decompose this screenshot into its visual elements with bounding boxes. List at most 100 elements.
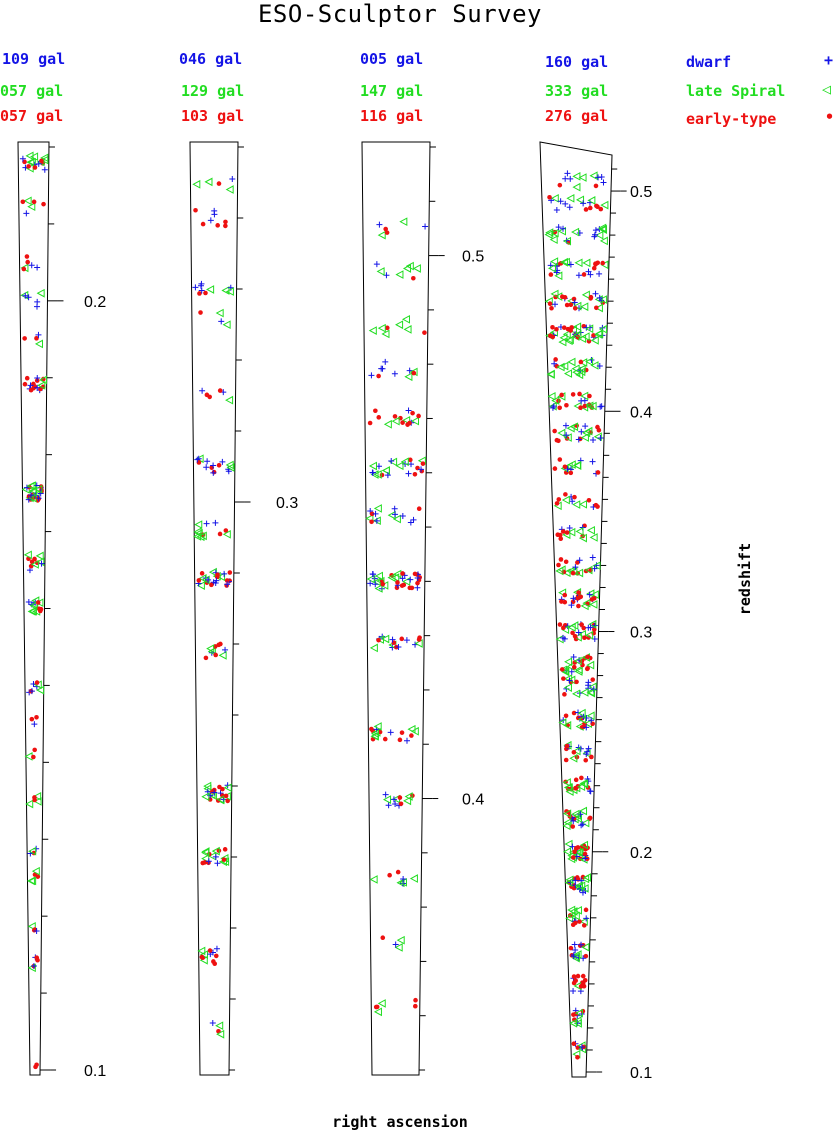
early-type-marker	[583, 757, 589, 763]
dwarf-marker	[549, 404, 556, 411]
dwarf-marker	[581, 397, 588, 404]
tick-label-panel3: 0.5	[462, 249, 484, 266]
early-type-marker	[369, 519, 374, 525]
early-type-marker	[556, 562, 561, 568]
dwarf-marker	[407, 519, 414, 526]
dwarf-marker	[213, 577, 220, 584]
early-type-marker	[34, 1062, 39, 1068]
late-spiral-marker	[373, 504, 382, 513]
early-type-marker	[221, 857, 227, 862]
late-spiral-marker	[389, 457, 398, 467]
late-spiral-marker	[598, 223, 607, 233]
late-spiral-marker	[547, 391, 556, 401]
early-type-marker	[591, 595, 597, 601]
late-spiral-marker	[595, 230, 604, 240]
early-type-marker	[578, 405, 583, 411]
late-spiral-marker	[373, 722, 382, 731]
late-spiral-marker	[396, 935, 405, 945]
early-type-marker	[35, 957, 40, 963]
late-spiral-marker	[592, 561, 601, 571]
dwarf-marker	[392, 801, 399, 808]
late-spiral-marker	[584, 565, 593, 575]
early-type-marker	[223, 219, 228, 225]
late-spiral-marker	[395, 270, 404, 279]
late-spiral-marker	[560, 361, 569, 371]
early-type-marker	[383, 226, 388, 232]
dwarf-marker	[590, 686, 597, 693]
early-type-marker	[572, 849, 577, 855]
early-type-marker	[422, 330, 427, 335]
dwarf-marker	[585, 679, 592, 686]
late-spiral-marker	[34, 484, 43, 494]
early-type-marker	[580, 1008, 586, 1014]
panel4-late-spiral-count: 333 gal	[545, 82, 609, 100]
x-axis-label: right ascension	[332, 1113, 468, 1131]
early-type-marker	[562, 599, 568, 605]
legend-late-spiral-marker: ◁	[822, 80, 832, 98]
late-spiral-marker	[215, 1021, 224, 1031]
early-type-marker	[394, 585, 400, 591]
early-type-marker	[595, 504, 600, 509]
early-type-marker	[568, 470, 574, 476]
early-type-marker	[227, 570, 233, 575]
late-spiral-marker	[562, 778, 571, 787]
early-type-marker	[197, 291, 202, 296]
late-spiral-marker	[594, 303, 603, 313]
dwarf-marker	[559, 634, 566, 641]
late-spiral-marker	[28, 846, 37, 856]
early-type-marker	[580, 973, 586, 979]
late-spiral-marker	[215, 308, 224, 318]
early-type-marker	[598, 206, 604, 212]
late-spiral-marker	[563, 783, 572, 792]
dwarf-marker	[595, 174, 602, 181]
dwarf-marker	[586, 787, 593, 794]
early-type-marker	[420, 461, 426, 466]
wedge-outline-panel2	[189, 141, 239, 1076]
legend-early-type-label: early-type	[686, 110, 777, 128]
late-spiral-marker	[572, 500, 581, 509]
dwarf-marker	[34, 298, 41, 305]
early-type-marker	[581, 923, 587, 928]
early-type-marker	[31, 199, 37, 205]
tick-label-panel3: 0.4	[462, 792, 484, 809]
early-type-marker	[22, 381, 28, 387]
late-spiral-marker	[39, 375, 48, 385]
panel3-late-spiral-count: 147 gal	[360, 82, 424, 100]
late-spiral-marker	[573, 814, 582, 823]
early-type-marker	[220, 786, 225, 792]
dwarf-marker	[583, 724, 590, 731]
dwarf-marker	[368, 372, 375, 379]
dwarf-marker	[566, 677, 573, 684]
late-spiral-marker	[573, 905, 582, 915]
early-type-marker	[581, 272, 587, 277]
late-spiral-marker	[558, 718, 567, 727]
early-type-marker	[193, 207, 198, 213]
panel4-dwarf-count: 160 gal	[545, 53, 609, 71]
late-spiral-marker	[35, 551, 44, 561]
dwarf-marker	[568, 602, 575, 609]
early-type-marker	[552, 428, 557, 434]
early-type-marker	[591, 627, 597, 632]
dwarf-marker	[572, 564, 579, 571]
early-type-marker	[557, 405, 562, 411]
late-spiral-marker	[208, 567, 217, 577]
early-type-marker	[571, 974, 577, 979]
late-spiral-marker	[404, 792, 413, 801]
dwarf-marker	[221, 570, 228, 577]
late-spiral-marker	[555, 566, 564, 576]
early-type-marker	[564, 743, 570, 749]
early-type-marker	[408, 457, 413, 463]
early-type-marker	[24, 254, 30, 259]
early-type-marker	[22, 159, 27, 165]
dwarf-marker	[568, 668, 575, 675]
dwarf-marker	[597, 434, 604, 441]
late-spiral-marker	[225, 287, 234, 296]
late-spiral-marker	[578, 334, 587, 343]
panel2-dwarf-count: 046 gal	[179, 50, 243, 68]
dwarf-marker	[596, 270, 603, 277]
dwarf-marker	[552, 301, 559, 308]
early-type-marker	[594, 203, 599, 209]
dwarf-marker	[23, 210, 30, 217]
early-type-marker	[563, 757, 569, 763]
early-type-marker	[591, 333, 596, 338]
